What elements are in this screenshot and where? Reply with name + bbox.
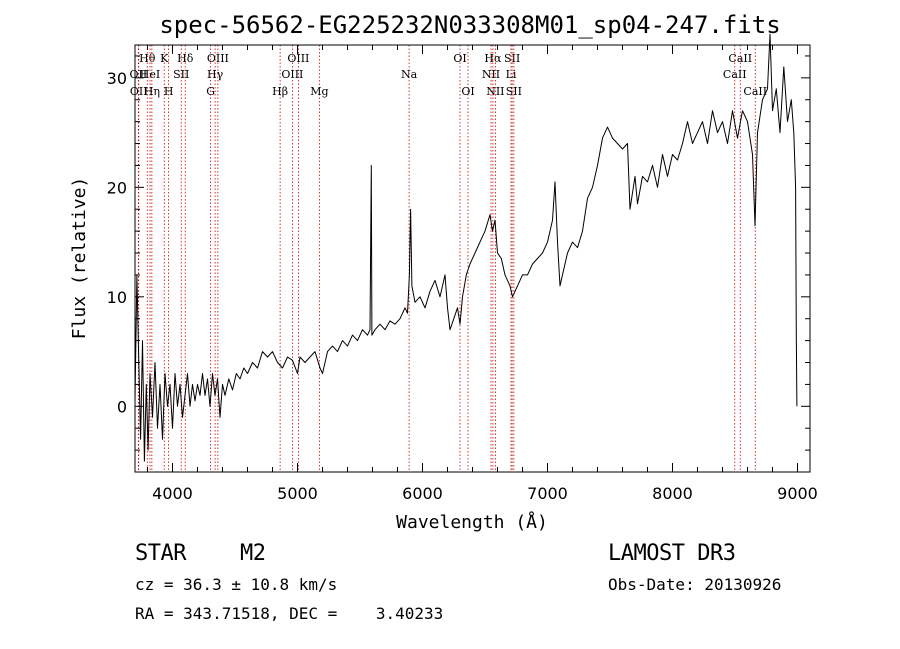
line-marker-label: OII bbox=[130, 85, 148, 98]
subclass: M2 bbox=[240, 541, 266, 566]
x-tick-label: 5000 bbox=[277, 484, 318, 503]
x-tick-label: 8000 bbox=[652, 484, 693, 503]
line-marker-label: Na bbox=[401, 68, 418, 81]
line-marker-label: Hγ bbox=[207, 68, 224, 81]
x-axis-label: Wavelength (Å) bbox=[396, 511, 548, 533]
line-marker-label: SII bbox=[173, 68, 189, 81]
line-marker-label: K bbox=[160, 52, 169, 65]
line-marker-label: Hα bbox=[484, 52, 502, 65]
line-marker-label: Li bbox=[506, 68, 517, 81]
redshift-text: cz = 36.3 ± 10.8 km/s bbox=[135, 575, 338, 594]
line-marker-label: Hδ bbox=[177, 52, 194, 65]
line-marker-label: Hβ bbox=[272, 85, 288, 98]
x-tick-label: 6000 bbox=[402, 484, 443, 503]
line-marker-label: OIII bbox=[281, 68, 303, 81]
axis-ticks: 4000 5000 6000 7000 8000 9000 0 10 20 30 bbox=[107, 45, 818, 503]
line-marker-label: Hθ bbox=[139, 52, 156, 65]
line-marker-label: CaII bbox=[728, 52, 752, 65]
line-marker-label: OIII bbox=[287, 52, 309, 65]
line-marker-label: Mg bbox=[310, 85, 328, 98]
line-marker-label: H bbox=[164, 85, 174, 98]
line-marker-label: HeI bbox=[140, 68, 160, 81]
survey-name: LAMOST DR3 bbox=[608, 541, 736, 566]
y-axis-label: Flux (relative) bbox=[69, 177, 90, 340]
line-marker-label: CaII bbox=[743, 85, 767, 98]
line-marker-label: OIII bbox=[207, 52, 229, 65]
x-tick-label: 7000 bbox=[527, 484, 568, 503]
line-marker-label: G bbox=[206, 85, 215, 98]
line-marker-label: SII bbox=[504, 52, 520, 65]
chart-title: spec-56562-EG225232N033308M01_sp04-247.f… bbox=[159, 11, 780, 39]
line-marker-label: OI bbox=[461, 85, 474, 98]
x-tick-label: 9000 bbox=[777, 484, 818, 503]
y-tick-label: 20 bbox=[107, 178, 127, 197]
line-marker-label: Hη bbox=[144, 85, 160, 98]
line-marker-label: SII bbox=[506, 85, 522, 98]
object-class: STAR bbox=[135, 541, 186, 566]
line-marker-label: NII bbox=[482, 68, 500, 81]
line-marker-label: OI bbox=[453, 52, 466, 65]
y-tick-label: 10 bbox=[107, 288, 127, 307]
coords-text: RA = 343.71518, DEC = 3.40233 bbox=[135, 604, 444, 623]
spectrum-series bbox=[134, 33, 798, 462]
line-marker-label: NII bbox=[486, 85, 504, 98]
x-tick-label: 4000 bbox=[152, 484, 193, 503]
y-tick-label: 0 bbox=[117, 397, 127, 416]
obs-date-text: Obs-Date: 20130926 bbox=[608, 575, 782, 594]
line-marker-label: CaII bbox=[723, 68, 747, 81]
spectrum-line bbox=[134, 33, 798, 462]
y-tick-label: 30 bbox=[107, 69, 127, 88]
